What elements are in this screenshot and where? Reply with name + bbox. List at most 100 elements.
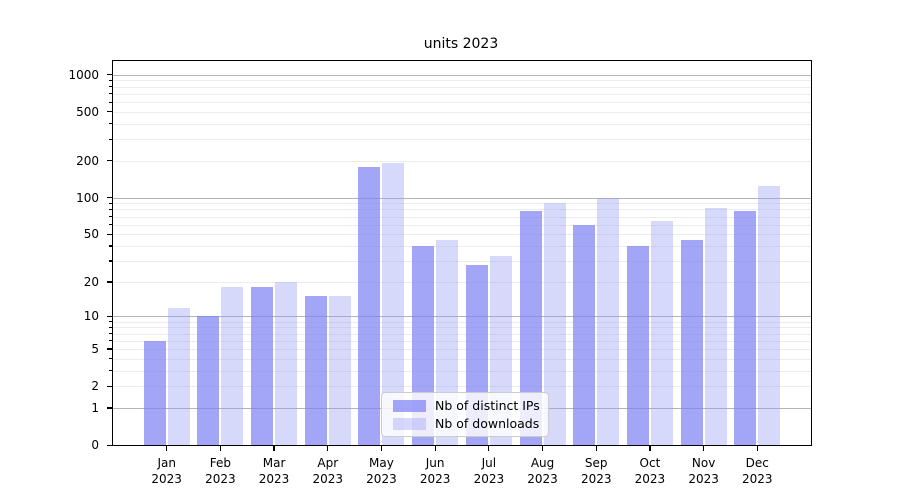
y-axis-tick-mark xyxy=(107,160,112,162)
y-axis-minor-tick-mark xyxy=(109,202,112,204)
x-tick-month: Mar xyxy=(262,456,286,470)
x-axis-tick-mark xyxy=(595,446,597,451)
bar-distinct-ips-mar xyxy=(251,287,274,445)
x-tick-year: 2023 xyxy=(366,472,397,486)
y-axis-tick-mark xyxy=(107,315,112,318)
gridline-major xyxy=(113,197,811,199)
y-axis-tick-mark xyxy=(107,233,112,235)
gridline-minor xyxy=(113,203,811,205)
y-axis-tick-label: 100 xyxy=(76,190,99,205)
gridline-minor xyxy=(113,216,811,218)
x-tick-year: 2023 xyxy=(258,472,290,486)
x-tick-year: 2023 xyxy=(634,472,666,486)
x-axis-tick-mark xyxy=(541,446,544,451)
x-axis-tick-label: Mar 2023 xyxy=(244,455,304,487)
y-axis-minor-tick-mark xyxy=(109,260,112,262)
bar-downloads-oct xyxy=(650,221,673,445)
x-axis-tick-label: Oct 2023 xyxy=(620,455,680,487)
x-axis-tick-mark xyxy=(649,446,651,451)
x-tick-month: Oct xyxy=(639,456,661,470)
y-axis-tick-label: 5 xyxy=(91,341,99,356)
plot-area: 0 1 2 5 10 20 50 100 200 500 1000 Jan 2023 Feb 2023 Mar… xyxy=(68,60,812,486)
x-tick-month: May xyxy=(369,456,394,470)
bar-distinct-ips-sep xyxy=(573,224,596,445)
y-axis-minor-tick-mark xyxy=(109,340,112,342)
y-axis-minor-tick-mark xyxy=(109,138,112,140)
x-axis-tick-mark xyxy=(166,446,168,451)
x-tick-year: 2023 xyxy=(312,472,344,486)
y-axis-minor-tick-mark xyxy=(109,123,112,125)
y-axis-minor-tick-mark xyxy=(109,370,112,372)
bar-downloads-feb xyxy=(221,287,244,445)
gridline-minor xyxy=(113,139,811,141)
legend-swatch-downloads xyxy=(393,417,426,430)
x-tick-year: 2023 xyxy=(527,472,558,486)
y-axis-minor-tick-mark xyxy=(109,326,112,328)
bar-distinct-ips-aug xyxy=(519,210,542,445)
y-axis-tick-label: 500 xyxy=(76,104,99,119)
gridline-minor xyxy=(113,358,811,360)
x-tick-year: 2023 xyxy=(688,472,719,486)
bar-downloads-apr xyxy=(328,296,351,445)
chart-title: units 2023 xyxy=(423,36,499,52)
y-axis-tick-label: 0 xyxy=(91,438,99,452)
x-axis-tick-label: Aug 2023 xyxy=(513,455,573,487)
y-axis-minor-tick-mark xyxy=(109,79,112,82)
x-axis-tick-mark xyxy=(219,446,221,451)
legend-item-downloads: Nb of downloads xyxy=(382,416,548,431)
y-axis-tick-mark xyxy=(107,111,112,113)
y-axis-tick-label: 50 xyxy=(83,227,99,242)
y-axis-tick-mark xyxy=(107,385,112,387)
gridline-minor xyxy=(113,102,811,104)
y-axis-tick-label: 200 xyxy=(76,153,99,168)
bar-downloads-dec xyxy=(758,185,781,445)
y-axis-minor-tick-mark xyxy=(109,245,112,247)
gridline-minor xyxy=(113,370,811,372)
y-axis-minor-tick-mark xyxy=(109,86,112,88)
gridline-minor xyxy=(113,327,811,329)
x-axis-tick-label: Feb 2023 xyxy=(190,455,250,487)
gridline-major xyxy=(113,74,811,76)
bar-downloads-mar xyxy=(275,281,298,445)
bar-distinct-ips-feb xyxy=(197,316,220,445)
gridline-minor xyxy=(113,234,811,236)
y-axis-minor-tick-mark xyxy=(109,333,112,335)
x-tick-year: 2023 xyxy=(580,472,612,486)
x-axis-tick-label: Apr 2023 xyxy=(298,455,358,487)
legend: Nb of distinct IPs Nb of downloads xyxy=(381,392,549,437)
x-tick-year: 2023 xyxy=(473,472,505,486)
x-tick-month: Jan xyxy=(157,456,176,470)
x-axis-tick-label: Nov 2023 xyxy=(674,455,734,487)
y-axis-tick-label: 20 xyxy=(83,274,99,289)
y-axis-tick-label: 1 xyxy=(91,400,99,415)
y-axis-minor-tick-mark xyxy=(109,216,112,218)
y-axis-tick-mark xyxy=(107,281,112,283)
x-axis-tick-mark xyxy=(380,446,383,451)
bar-downloads-nov xyxy=(704,207,727,445)
x-axis-tick-mark xyxy=(756,446,758,451)
x-tick-month: Nov xyxy=(691,456,716,470)
x-axis-tick-label: Sep 2023 xyxy=(566,455,626,487)
gridline-minor xyxy=(113,348,811,350)
x-axis-tick-label: Jan 2023 xyxy=(137,455,197,487)
gridline-minor xyxy=(113,111,811,113)
gridline-major xyxy=(113,316,811,318)
y-axis-minor-tick-mark xyxy=(109,358,112,360)
y-axis-minor-tick-mark xyxy=(109,93,112,95)
bar-distinct-ips-oct xyxy=(626,245,649,445)
x-tick-month: Jul xyxy=(481,456,497,470)
y-axis-minor-tick-mark xyxy=(109,208,112,211)
x-axis-tick-label: Jun 2023 xyxy=(405,455,465,487)
bar-downloads-jan xyxy=(167,307,190,445)
x-tick-year: 2023 xyxy=(419,472,451,486)
x-axis-tick-label: May 2023 xyxy=(351,455,411,487)
x-tick-year: 2023 xyxy=(742,472,773,486)
y-axis-tick-mark xyxy=(107,74,112,76)
bar-downloads-may xyxy=(382,163,405,445)
bar-distinct-ips-may xyxy=(358,166,381,445)
gridline-minor xyxy=(113,86,811,88)
y-axis-tick-label: 10 xyxy=(83,309,99,324)
bar-distinct-ips-dec xyxy=(734,210,757,445)
gridline-minor xyxy=(113,260,811,262)
